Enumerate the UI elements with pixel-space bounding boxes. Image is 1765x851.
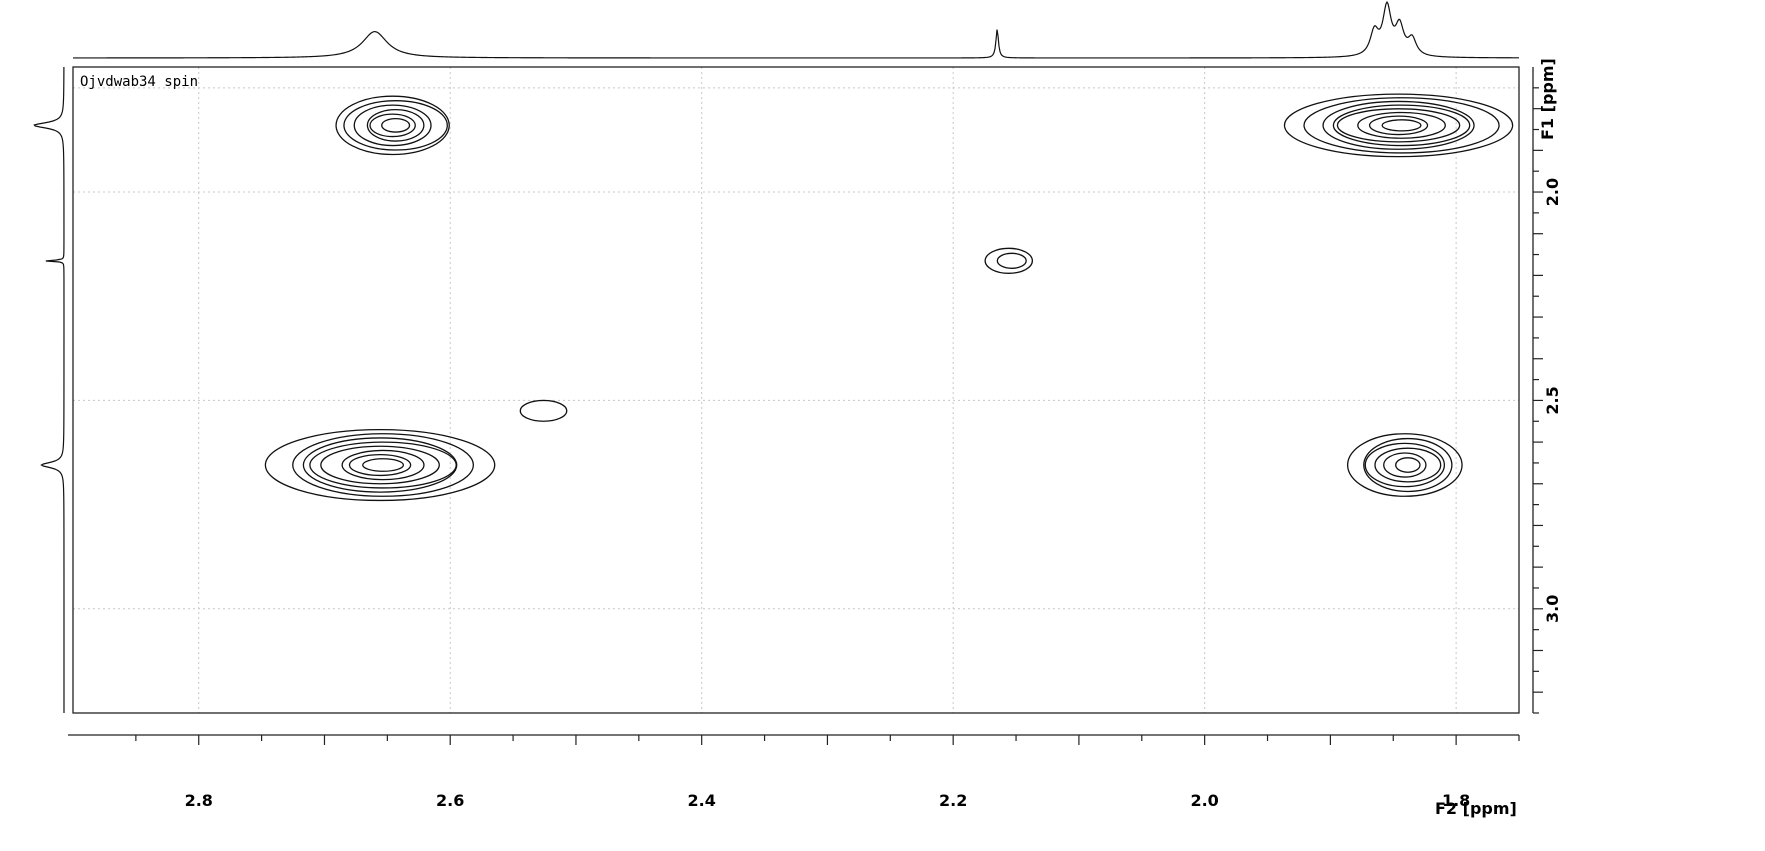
contour-level bbox=[264, 428, 496, 502]
y-tick-label: 2.5 bbox=[1543, 386, 1562, 414]
cross-peak bbox=[1283, 93, 1514, 158]
x-tick-label: 2.6 bbox=[436, 791, 464, 810]
x-tick-label: 2.8 bbox=[185, 791, 213, 810]
x-tick-label: 2.0 bbox=[1190, 791, 1218, 810]
y-axis: 2.0 2.5 3.0 bbox=[1532, 67, 1562, 714]
cross-peak bbox=[264, 428, 496, 502]
contour-level bbox=[984, 247, 1034, 274]
contour-layer bbox=[264, 93, 1514, 502]
contour-level bbox=[1336, 108, 1461, 143]
contour-level bbox=[1374, 447, 1442, 483]
contour-level bbox=[996, 252, 1027, 269]
contour-level bbox=[1381, 119, 1422, 132]
x-tick-label: 2.4 bbox=[688, 791, 716, 810]
plot-frame bbox=[72, 66, 1520, 714]
contour-level bbox=[1363, 437, 1453, 493]
contour-level bbox=[1364, 442, 1446, 488]
contour-level bbox=[292, 433, 475, 497]
contour-level bbox=[309, 441, 457, 489]
left-projection-trace bbox=[33, 67, 65, 713]
contour-level bbox=[1368, 115, 1429, 136]
x-axis: 2.8 2.6 2.4 2.2 2.0 1.8 bbox=[68, 734, 1520, 810]
contour-level bbox=[343, 100, 448, 151]
grid-layer bbox=[73, 67, 1519, 713]
contour-level bbox=[1322, 100, 1475, 150]
y-tick-label: 3.0 bbox=[1543, 595, 1562, 623]
cross-peak bbox=[984, 247, 1034, 274]
contour-level bbox=[335, 95, 450, 156]
contour-level bbox=[1383, 452, 1427, 478]
contour-level bbox=[341, 449, 425, 481]
y-tick-label: 2.0 bbox=[1543, 178, 1562, 206]
contour-level bbox=[1346, 433, 1463, 497]
contour-level bbox=[320, 445, 440, 485]
left-projection bbox=[33, 67, 65, 713]
contour-level bbox=[1395, 457, 1421, 473]
contour-level bbox=[353, 104, 432, 147]
contour-level bbox=[369, 113, 416, 138]
y-axis-label: F1 [ppm] bbox=[1538, 58, 1557, 140]
spectrum-label: Ojvdwab34 spin bbox=[80, 74, 198, 90]
cross-peak bbox=[335, 95, 450, 156]
x-axis-label: F2 [ppm] bbox=[1435, 799, 1517, 818]
contour-level bbox=[1303, 97, 1500, 154]
contour-level bbox=[1332, 104, 1471, 147]
top-projection bbox=[73, 0, 1519, 59]
contour-level bbox=[348, 453, 412, 477]
contour-level bbox=[381, 117, 411, 133]
cross-peak bbox=[1346, 433, 1463, 497]
cross-peak bbox=[519, 399, 568, 422]
contour-level bbox=[366, 108, 425, 142]
x-tick-label: 2.2 bbox=[939, 791, 967, 810]
contour-level bbox=[362, 458, 405, 472]
contour-level bbox=[1357, 111, 1446, 139]
top-projection-trace bbox=[73, 0, 1519, 59]
x-tick-label: 1.8 bbox=[1442, 791, 1470, 810]
contour-level bbox=[1283, 93, 1514, 158]
contour-level bbox=[519, 399, 568, 422]
